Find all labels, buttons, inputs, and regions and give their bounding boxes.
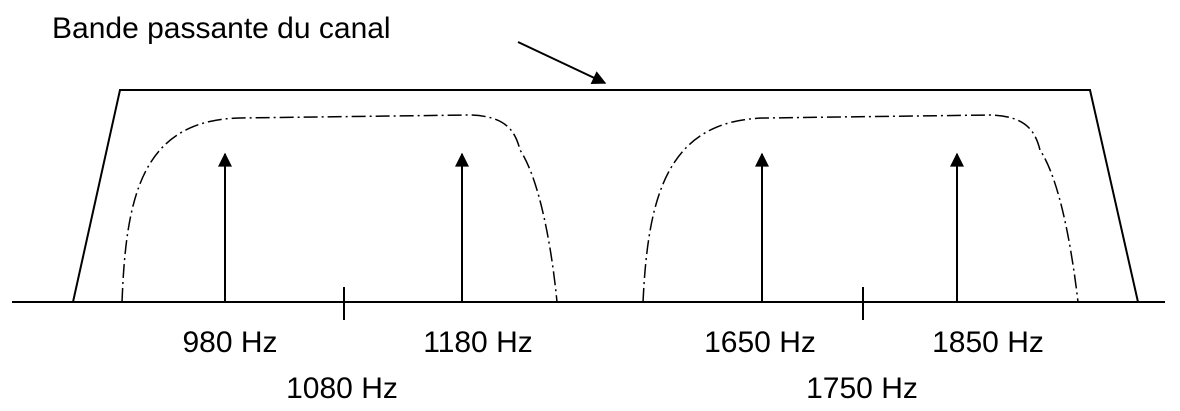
title: Bande passante du canal: [52, 12, 391, 45]
center-label: 1750 Hz: [806, 372, 918, 405]
carrier-label: 1180 Hz: [423, 326, 533, 359]
channel-band: [72, 89, 1139, 303]
carrier-label: 980 Hz: [182, 326, 277, 359]
carrier-label: 1650 Hz: [704, 326, 816, 359]
pointer-arrow: [517, 41, 607, 84]
carrier-label: 1850 Hz: [932, 326, 1044, 359]
center-label: 1080 Hz: [286, 372, 398, 405]
filter-curve: [121, 114, 558, 303]
filter-curve: [642, 114, 1079, 303]
